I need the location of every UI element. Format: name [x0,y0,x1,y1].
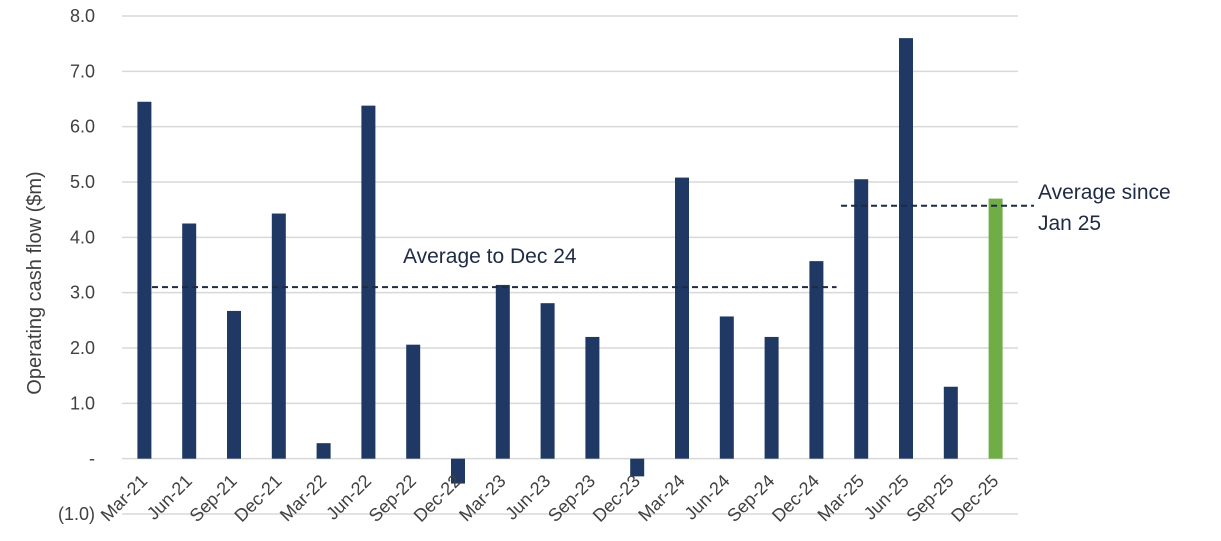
x-tick-label: Mar-24 [634,471,688,525]
y-tick-label: - [89,449,95,469]
bars [137,38,1003,484]
x-tick-label: Sep-22 [365,471,420,526]
bar-dec-25 [988,198,1003,459]
x-tick-label: Jun-21 [143,471,196,524]
x-tick-label: Jun-23 [501,471,554,524]
y-tick-label: (1.0) [58,504,95,524]
y-axis-ticks: (1.0) - 1.0 2.0 3.0 4.0 5.0 6.0 7.0 8.0 [58,6,95,524]
bar-dec-21 [271,213,286,459]
y-tick-label: 6.0 [70,117,95,137]
x-tick-label: Dec-22 [410,471,465,526]
y-tick-label: 5.0 [70,172,95,192]
bar-sep-23 [585,336,600,459]
x-tick-label: Jun-24 [681,471,734,524]
x-tick-label: Dec-23 [589,471,644,526]
x-tick-label: Sep-25 [902,471,957,526]
bar-dec-24 [809,261,824,459]
bar-mar-24 [675,177,689,459]
bar-mar-25 [854,179,869,459]
average-to-dec-24-label: Average to Dec 24 [403,245,577,268]
x-tick-label: Dec-21 [230,471,285,526]
gridlines [122,15,1018,515]
y-tick-label: 3.0 [70,283,95,303]
reference-lines: Average to Dec 24 Average since Jan 25 [152,181,1171,289]
bar-sep-24 [764,336,779,459]
x-tick-label: Mar-21 [97,471,151,525]
bar-jun-21 [182,223,197,459]
bar-jun-25 [899,38,913,459]
bar-jun-24 [719,316,734,459]
bar-jun-22 [361,105,376,459]
x-tick-label: Mar-25 [814,471,868,525]
x-tick-label: Mar-22 [276,471,330,525]
bar-mar-23 [495,284,510,459]
x-tick-label: Sep-21 [186,471,241,526]
bar-dec-23 [630,458,645,477]
bar-jun-23 [540,303,555,459]
y-tick-label: 4.0 [70,227,95,247]
y-tick-label: 8.0 [70,6,95,26]
x-tick-label: Sep-24 [723,471,778,526]
x-tick-label: Sep-23 [544,471,599,526]
x-tick-label: Jun-22 [322,471,375,524]
x-tick-label: Dec-25 [947,471,1002,526]
bar-sep-21 [227,310,241,459]
bar-dec-22 [451,458,465,484]
bar-mar-21 [137,101,152,459]
y-tick-label: 2.0 [70,338,95,358]
y-tick-label: 1.0 [70,393,95,413]
x-tick-label: Dec-24 [768,471,823,526]
average-since-jan-25-label: Jan 25 [1038,212,1101,235]
x-tick-label: Jun-25 [860,471,913,524]
y-tick-label: 7.0 [70,61,95,81]
x-axis-ticks: Mar-21Jun-21Sep-21Dec-21Mar-22Jun-22Sep-… [97,471,1003,526]
bar-sep-22 [406,344,421,459]
average-since-jan-25-label: Average since [1038,181,1171,204]
y-axis-title: Operating cash flow ($m) [24,171,46,394]
bar-sep-25 [943,386,958,459]
bar-mar-22 [316,443,331,459]
